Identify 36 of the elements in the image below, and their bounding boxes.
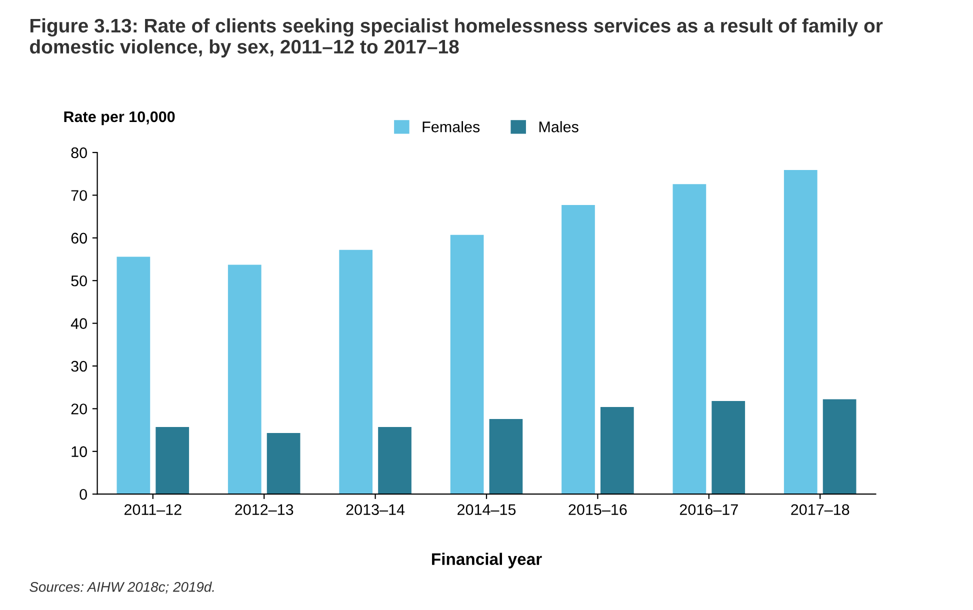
- bar: [672, 184, 706, 494]
- bar: [784, 170, 818, 494]
- y-tick-label: 0: [80, 488, 87, 500]
- bar: [116, 256, 150, 494]
- x-tick-label: 2011–12: [124, 504, 182, 516]
- bar: [266, 433, 300, 494]
- y-axis-title: Rate per 10,000: [64, 111, 175, 126]
- bar: [712, 401, 746, 494]
- x-tick-label: 2014–15: [458, 504, 516, 516]
- bar: [378, 427, 412, 494]
- bar: [339, 250, 373, 494]
- x-tick-label: 2016–17: [680, 504, 738, 516]
- legend-label: Males: [539, 121, 578, 132]
- y-tick-label: 70: [71, 190, 87, 201]
- y-tick-label: 60: [71, 232, 87, 244]
- bar: [562, 205, 595, 494]
- y-tick-label: 20: [71, 404, 87, 414]
- y-tick-label: 30: [71, 360, 87, 372]
- source-note: Sources: AIHW 2018c; 2019d.: [30, 582, 214, 594]
- bar: [228, 264, 262, 494]
- y-tick-label: 50: [71, 275, 87, 286]
- x-tick-label: 2017–18: [791, 504, 850, 516]
- bar: [489, 418, 523, 494]
- chart-title: Figure 3.13: Rate of clients seeking specialist homelessness services as a result of family or domestic violence, by sex, 2011–12 to 2017–18: [30, 18, 883, 58]
- x-tick-label: 2015–16: [568, 504, 627, 516]
- x-tick-label: 2012–13: [235, 504, 294, 516]
- bar: [156, 427, 190, 494]
- y-tick-label: 80: [71, 147, 87, 158]
- bar: [600, 406, 634, 494]
- y-tick-label: 40: [70, 318, 87, 329]
- x-tick-label: 2013–14: [346, 504, 405, 516]
- y-tick-label: 10: [72, 446, 87, 458]
- bar: [822, 399, 856, 494]
- x-axis-title: Financial year: [432, 552, 542, 568]
- bar: [450, 234, 484, 494]
- legend-label: Females: [422, 121, 480, 132]
